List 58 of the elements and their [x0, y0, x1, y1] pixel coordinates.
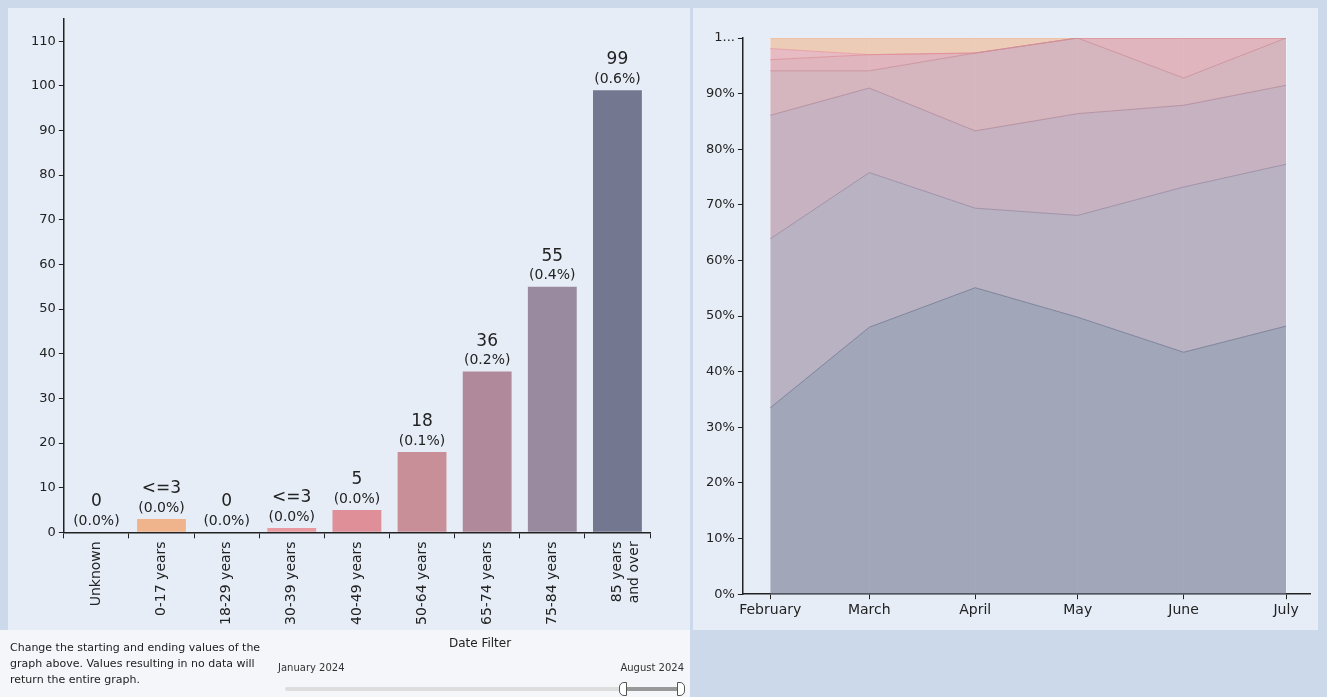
data-label: 55 (0.4%)	[529, 244, 576, 283]
data-label: 5 (0.0%)	[333, 467, 381, 506]
y-tick-label: 50%	[705, 307, 735, 323]
y-tick-label: 20%	[705, 474, 735, 490]
x-tick-label: 85 years and over	[608, 541, 641, 604]
x-tick-label: May	[1063, 601, 1093, 618]
y-tick-label: 50	[39, 300, 56, 316]
y-tick-label: 90%	[705, 85, 735, 100]
y-tick-label: 100	[30, 77, 56, 93]
x-tick-label: 75-84 years	[542, 541, 559, 626]
x-tick-label: February	[739, 601, 802, 618]
y-tick-label: 70	[39, 211, 56, 227]
bar	[332, 510, 382, 532]
x-tick-label: June	[1167, 601, 1199, 618]
data-label: 36 (0.2%)	[463, 329, 511, 368]
y-tick-label: 60%	[705, 251, 735, 267]
bar	[397, 451, 447, 532]
y-tick-label: 80	[39, 166, 56, 182]
x-tick-label: 40-49 years	[347, 541, 364, 626]
bar	[527, 286, 577, 532]
annotation: <=3 (0.0%)	[138, 476, 185, 515]
x-tick-label: July	[1272, 601, 1299, 618]
y-tick-label: 40	[39, 345, 56, 361]
text: Date Filter	[447, 636, 513, 650]
x-tick-label: 30-39 years	[282, 541, 299, 626]
text: Change the starting and ending values of the graph above. Values resulting in no data will return the entire graph.	[10, 640, 262, 688]
x-tick-label: 18-29 years	[217, 541, 234, 626]
x-tick-label: 50-64 years	[412, 541, 429, 626]
y-tick-label: 80%	[705, 140, 735, 156]
text: January 2024	[278, 662, 345, 673]
data-label: 0 (0.0%)	[203, 490, 250, 528]
x-tick-label: April	[959, 601, 992, 618]
y-tick-label: 60	[39, 255, 56, 271]
data-label: 0 (0.0%)	[73, 490, 120, 528]
y-tick-label: 40%	[705, 363, 735, 379]
bar	[462, 371, 512, 532]
y-tick-label: 90	[39, 121, 56, 137]
annotation: <=3 (0.0%)	[268, 485, 316, 524]
y-tick-label: 70%	[705, 196, 735, 212]
y-tick-label: 30%	[705, 418, 735, 434]
x-tick-label: March	[847, 601, 891, 618]
x-tick-label: 65-74 years	[477, 541, 494, 626]
y-tick-label: 0	[47, 523, 56, 539]
data-label: 18 (0.1%)	[398, 409, 446, 448]
y-tick-label: 110	[30, 32, 56, 48]
y-tick-label: 20	[39, 434, 56, 450]
x-tick-label: Unknown	[87, 541, 104, 607]
y-tick-label: 30	[39, 389, 56, 405]
x-tick-label: 0-17 years	[152, 541, 169, 617]
data-label: 99 (0.6%)	[594, 48, 641, 86]
text: August 2024	[620, 662, 684, 673]
bar	[267, 527, 317, 532]
y-tick-label: 0%	[714, 585, 735, 601]
y-tick-label: 10	[39, 479, 56, 495]
bar	[137, 518, 186, 532]
y-tick-label: 1...	[714, 29, 735, 45]
y-tick-label: 10%	[705, 529, 735, 545]
bar	[593, 90, 642, 532]
